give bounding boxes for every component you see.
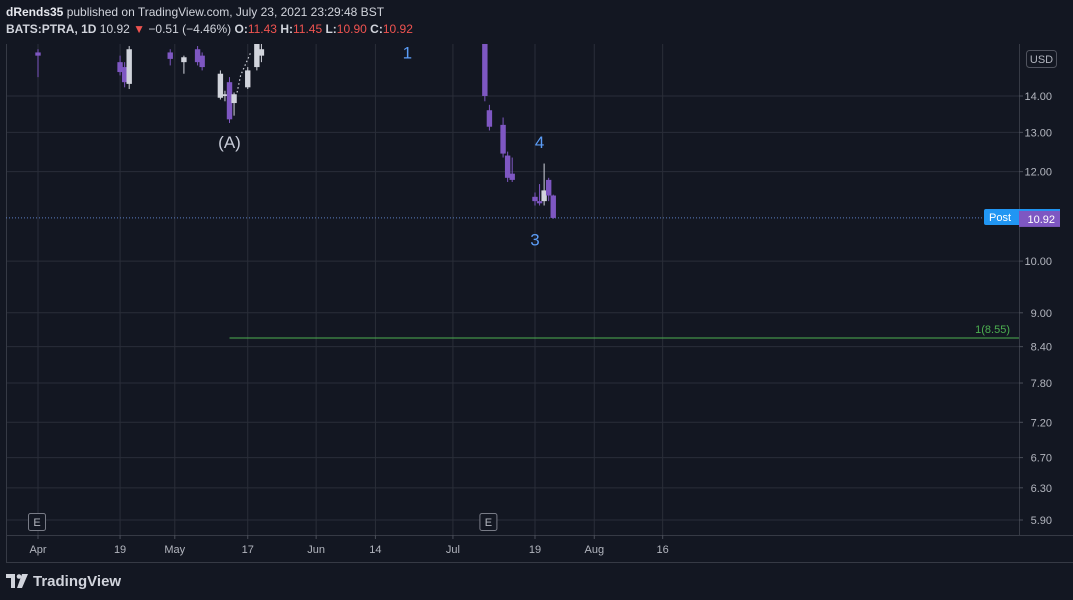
low-value: 10.90 bbox=[336, 22, 367, 36]
y-tick-label: 6.70 bbox=[1031, 453, 1052, 465]
candle-down[interactable] bbox=[167, 52, 173, 59]
candle-up[interactable] bbox=[258, 49, 265, 56]
high-value: 11.45 bbox=[292, 22, 323, 36]
earnings-marker-label: E bbox=[485, 517, 492, 529]
y-tick-label: 8.40 bbox=[1031, 342, 1052, 354]
candle-up[interactable] bbox=[181, 57, 187, 63]
post-badge[interactable] bbox=[984, 209, 1030, 226]
earnings-marker-label: E bbox=[33, 517, 40, 529]
candle-down[interactable] bbox=[536, 201, 543, 204]
candle-up[interactable] bbox=[245, 70, 251, 88]
y-tick-label: 12.00 bbox=[1024, 167, 1052, 179]
wave-path-dotted bbox=[236, 52, 252, 93]
author-name[interactable]: dRends35 bbox=[6, 5, 64, 19]
close-value: 10.92 bbox=[382, 22, 413, 36]
last-price-badge bbox=[1019, 210, 1060, 227]
ohlc-legend: BATS:PTRA, 1D 10.92 ▼ −0.51 (−4.46%) O:1… bbox=[6, 21, 413, 37]
x-tick-label: 19 bbox=[529, 544, 541, 556]
candle-down[interactable] bbox=[509, 173, 515, 180]
price-change: −0.51 (−4.46%) bbox=[148, 22, 232, 36]
candle-up[interactable] bbox=[217, 73, 224, 98]
wave-label[interactable]: 3 bbox=[530, 231, 539, 250]
symbol-label[interactable]: BATS:PTRA, 1D bbox=[6, 22, 97, 36]
candle-up[interactable] bbox=[222, 94, 228, 96]
candle-down[interactable] bbox=[545, 179, 552, 196]
last-price-value: 10.92 bbox=[1027, 214, 1055, 226]
candle-down[interactable] bbox=[550, 195, 556, 218]
published-text: published on TradingView.com, July 23, 2… bbox=[66, 5, 385, 19]
close-label: C: bbox=[370, 22, 383, 36]
wave-label[interactable]: 1 bbox=[403, 43, 412, 62]
candle-down[interactable] bbox=[121, 67, 128, 83]
x-tick-label: 14 bbox=[369, 544, 381, 556]
post-badge-label: Post bbox=[989, 212, 1011, 224]
plot-content: 1(8.55) 1 (A) 4 3 bbox=[6, 37, 1019, 339]
candle-up[interactable] bbox=[541, 190, 547, 202]
wave-label[interactable]: (A) bbox=[218, 133, 241, 152]
candle-down[interactable] bbox=[226, 82, 233, 120]
y-tick-label: 9.00 bbox=[1031, 308, 1052, 320]
tradingview-logo[interactable]: TradingView bbox=[6, 571, 121, 591]
last-price: 10.92 bbox=[99, 22, 130, 36]
candle-down[interactable] bbox=[35, 52, 41, 56]
candle-up[interactable] bbox=[126, 49, 132, 84]
y-tick-label: 14.00 bbox=[1024, 91, 1052, 103]
x-tick-label: 16 bbox=[657, 544, 669, 556]
candle-down[interactable] bbox=[500, 124, 506, 154]
x-tick-label: Apr bbox=[29, 544, 46, 556]
candle-down[interactable] bbox=[532, 196, 538, 202]
candle-down[interactable] bbox=[199, 55, 205, 68]
x-tick-label: Aug bbox=[584, 544, 604, 556]
currency-label: USD bbox=[1030, 54, 1053, 66]
currency-box[interactable] bbox=[1026, 50, 1057, 68]
target-line-label: 1(8.55) bbox=[975, 324, 1010, 336]
x-tick-label: Jul bbox=[446, 544, 460, 556]
open-value: 11.43 bbox=[247, 22, 277, 36]
candle-down[interactable] bbox=[117, 62, 123, 73]
candle-up[interactable] bbox=[254, 43, 260, 68]
x-tick-label: 19 bbox=[114, 544, 126, 556]
candle-down[interactable] bbox=[194, 49, 201, 63]
y-tick-label: 6.30 bbox=[1031, 483, 1052, 495]
plot-area[interactable] bbox=[6, 44, 1019, 535]
candle-down[interactable] bbox=[482, 37, 488, 96]
candle-up[interactable] bbox=[231, 94, 237, 104]
earnings-marker[interactable] bbox=[28, 513, 46, 531]
x-tick-label: 17 bbox=[242, 544, 254, 556]
x-tick-label: Jun bbox=[307, 544, 325, 556]
y-tick-label: 13.00 bbox=[1024, 127, 1052, 139]
wave-label[interactable]: 4 bbox=[535, 133, 544, 152]
y-tick-label: 10.00 bbox=[1024, 256, 1052, 268]
high-label: H: bbox=[280, 22, 293, 36]
y-tick-label: 5.90 bbox=[1031, 515, 1052, 527]
tradingview-brand: TradingView bbox=[33, 572, 122, 590]
earnings-marker[interactable] bbox=[479, 513, 498, 531]
y-tick-label: 7.20 bbox=[1031, 417, 1052, 429]
publish-info: dRends35 published on TradingView.com, J… bbox=[6, 4, 413, 21]
tradingview-logo-icon bbox=[6, 574, 28, 588]
low-label: L: bbox=[325, 22, 337, 36]
y-tick-label: 7.80 bbox=[1031, 378, 1052, 390]
chart-header: dRends35 published on TradingView.com, J… bbox=[6, 4, 413, 37]
candle-down[interactable] bbox=[504, 155, 511, 178]
candle-down[interactable] bbox=[486, 110, 493, 127]
change-arrow: ▼ bbox=[133, 22, 146, 36]
x-tick-label: May bbox=[164, 544, 185, 556]
open-label: O: bbox=[234, 22, 248, 36]
